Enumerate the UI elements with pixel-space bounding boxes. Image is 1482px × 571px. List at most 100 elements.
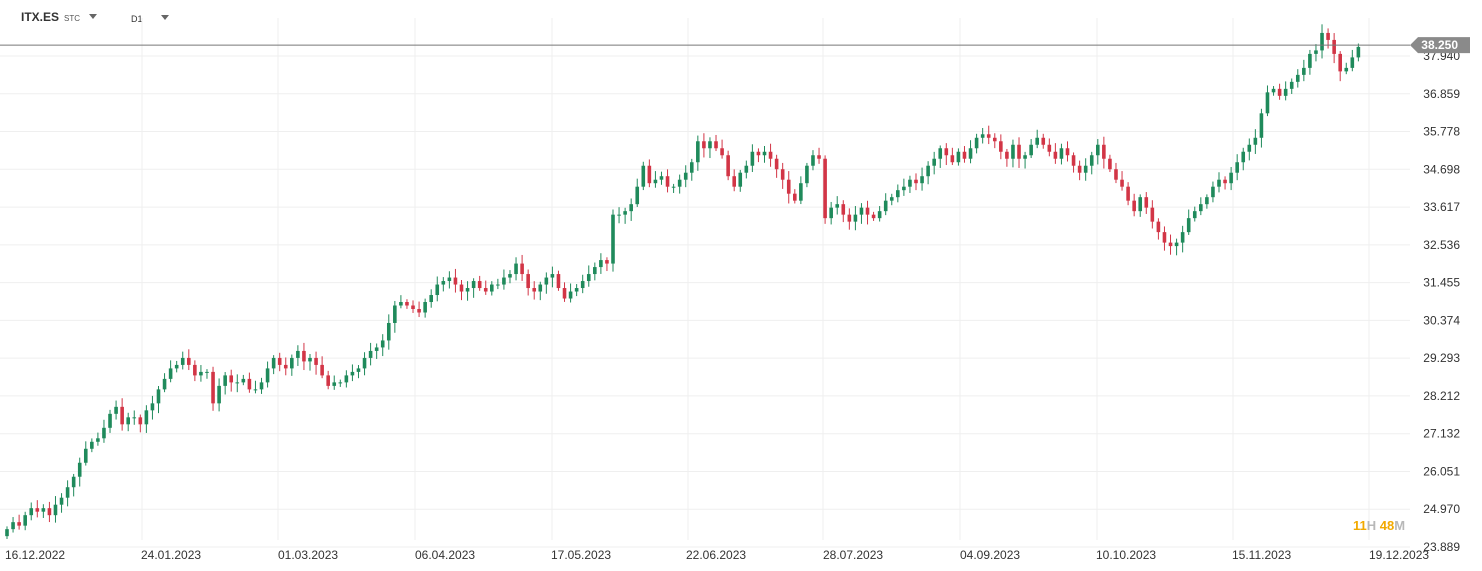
- candle: [1308, 49, 1312, 75]
- candle-body: [932, 158, 936, 166]
- candle: [223, 372, 227, 395]
- candle-body: [1077, 165, 1082, 173]
- candle: [768, 143, 773, 167]
- x-tick-label: 01.03.2023: [278, 548, 338, 562]
- candle-body: [471, 281, 476, 289]
- x-tick-label: 06.04.2023: [415, 548, 475, 562]
- candle-body: [914, 179, 918, 184]
- candle: [1338, 51, 1342, 82]
- candle: [126, 412, 130, 432]
- candle-body: [999, 141, 1003, 152]
- candle-body: [853, 214, 858, 222]
- candle-body: [259, 382, 264, 390]
- candle: [974, 133, 979, 154]
- candle-body: [938, 148, 943, 159]
- candle-body: [1326, 32, 1330, 40]
- timeframe-selector[interactable]: D1: [131, 14, 169, 24]
- candle: [1314, 44, 1318, 62]
- candle-body: [708, 141, 712, 149]
- candle: [1320, 24, 1324, 59]
- y-tick-label: 34.698: [1423, 162, 1460, 176]
- candle-body: [1138, 197, 1143, 212]
- candle: [229, 369, 234, 392]
- candle: [877, 206, 882, 222]
- candle-body: [399, 302, 403, 306]
- candle-body: [59, 497, 64, 505]
- candle: [399, 295, 403, 309]
- candle: [465, 281, 470, 301]
- candle-body: [756, 151, 761, 156]
- candle: [405, 299, 409, 309]
- candle-body: [823, 158, 827, 219]
- candle: [774, 154, 779, 178]
- candle-body: [556, 274, 561, 289]
- candle: [441, 277, 446, 292]
- candle-body: [1102, 144, 1106, 159]
- candle-body: [1126, 186, 1130, 201]
- candle-body: [647, 165, 652, 184]
- symbol-selector[interactable]: ITX.ES STC: [21, 10, 98, 24]
- candle: [368, 342, 373, 366]
- countdown-hours: 11: [1353, 518, 1367, 533]
- candle: [841, 200, 846, 223]
- candle-body: [71, 476, 76, 488]
- y-tick-label: 23.889: [1423, 540, 1460, 554]
- candle: [259, 377, 264, 394]
- candle: [380, 334, 385, 357]
- candle-body: [120, 406, 124, 425]
- candle: [992, 133, 997, 149]
- candle-body: [944, 148, 949, 156]
- candle-body: [23, 515, 27, 526]
- candle-body: [393, 305, 397, 323]
- candle-body: [671, 186, 676, 188]
- candle: [865, 200, 870, 225]
- candle-body: [617, 214, 621, 216]
- candle: [738, 169, 743, 192]
- candle-body: [1083, 165, 1088, 173]
- candle: [714, 134, 718, 152]
- candle-body: [138, 417, 143, 425]
- candle: [1120, 171, 1124, 191]
- y-tick-label: 35.778: [1423, 125, 1460, 139]
- candle-body: [902, 186, 906, 191]
- candle: [241, 374, 246, 386]
- candle: [265, 361, 270, 388]
- candle: [1247, 138, 1252, 161]
- candle: [508, 270, 512, 284]
- candle-body: [150, 403, 155, 411]
- candle-body: [344, 375, 349, 383]
- candle-body: [229, 375, 234, 383]
- candle: [23, 511, 27, 531]
- candle: [786, 171, 791, 204]
- candle-body: [750, 151, 755, 166]
- candle-body: [1308, 53, 1312, 68]
- candle: [296, 345, 300, 366]
- candle-body: [817, 155, 821, 159]
- candle-body: [635, 186, 640, 205]
- candle: [1211, 181, 1215, 203]
- candle-body: [762, 151, 767, 156]
- x-tick-label: 15.11.2023: [1232, 548, 1291, 562]
- candle-body: [1186, 218, 1191, 233]
- candle-body: [308, 357, 312, 362]
- x-tick-label: 10.10.2023: [1096, 548, 1156, 562]
- candle: [138, 414, 143, 433]
- candle: [247, 372, 252, 393]
- candle-body: [405, 302, 409, 306]
- candle-body: [168, 368, 173, 379]
- x-axis: 16.12.2022 24.01.2023 01.03.2023 06.04.2023…: [5, 548, 1429, 562]
- candle: [641, 161, 646, 191]
- candle-body: [465, 288, 470, 292]
- candle: [374, 343, 379, 359]
- candle-body: [702, 141, 706, 149]
- candle: [253, 380, 258, 394]
- candle-body: [362, 357, 367, 369]
- candle: [83, 441, 88, 466]
- last-price-marker: 38.250: [0, 37, 1470, 54]
- candle: [908, 175, 912, 193]
- candle-body: [17, 522, 21, 526]
- candle-body: [1247, 144, 1252, 152]
- candle-body: [665, 176, 670, 187]
- candle: [496, 278, 500, 290]
